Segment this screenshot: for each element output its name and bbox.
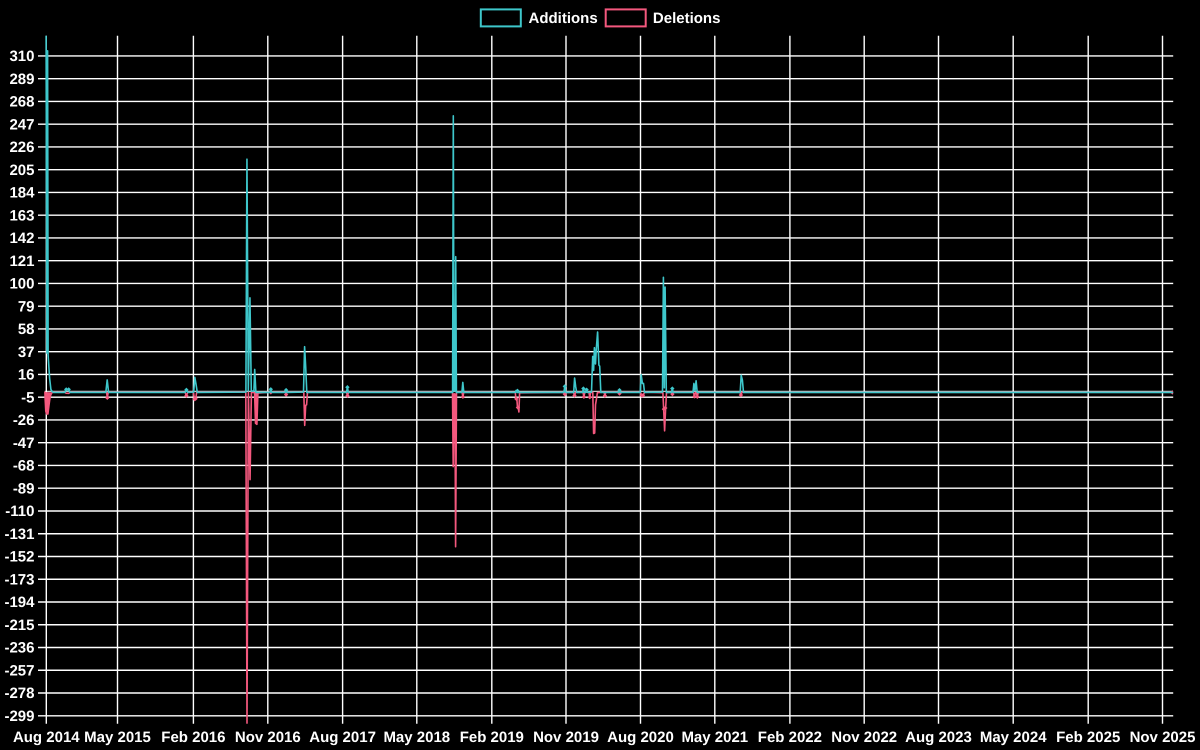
svg-text:58: 58	[18, 321, 35, 338]
svg-text:Feb 2019: Feb 2019	[460, 729, 524, 746]
svg-text:May 2024: May 2024	[980, 729, 1047, 746]
svg-text:100: 100	[9, 276, 34, 293]
svg-text:-68: -68	[13, 458, 35, 475]
svg-text:Aug 2017: Aug 2017	[309, 729, 376, 746]
svg-text:247: 247	[9, 116, 34, 133]
svg-text:79: 79	[18, 298, 35, 315]
svg-text:Nov 2022: Nov 2022	[831, 729, 897, 746]
svg-text:205: 205	[9, 162, 34, 179]
svg-text:Nov 2019: Nov 2019	[533, 729, 599, 746]
svg-text:184: 184	[9, 185, 35, 202]
svg-text:Feb 2022: Feb 2022	[758, 729, 822, 746]
svg-text:-26: -26	[13, 412, 35, 429]
svg-text:310: 310	[9, 48, 34, 65]
svg-text:268: 268	[9, 94, 34, 111]
svg-text:-299: -299	[4, 708, 34, 725]
svg-text:Nov 2025: Nov 2025	[1130, 729, 1196, 746]
svg-text:-278: -278	[4, 685, 34, 702]
svg-text:-236: -236	[4, 640, 34, 657]
svg-text:Aug 2020: Aug 2020	[607, 729, 674, 746]
svg-text:Feb 2016: Feb 2016	[161, 729, 225, 746]
svg-text:Nov 2016: Nov 2016	[235, 729, 301, 746]
svg-text:Feb 2025: Feb 2025	[1056, 729, 1120, 746]
svg-text:May 2018: May 2018	[383, 729, 450, 746]
svg-text:-131: -131	[4, 526, 34, 543]
svg-text:226: 226	[9, 139, 34, 156]
svg-text:37: 37	[18, 344, 35, 361]
svg-text:Aug 2014: Aug 2014	[13, 729, 80, 746]
svg-text:-89: -89	[13, 480, 35, 497]
svg-text:Aug 2023: Aug 2023	[905, 729, 972, 746]
svg-text:-215: -215	[4, 617, 34, 634]
svg-text:163: 163	[9, 207, 34, 224]
svg-text:-152: -152	[4, 549, 34, 566]
svg-text:-110: -110	[5, 503, 34, 520]
svg-text:121: 121	[9, 253, 34, 270]
svg-text:May 2021: May 2021	[681, 729, 748, 746]
svg-text:-5: -5	[21, 389, 34, 406]
svg-text:May 2015: May 2015	[84, 729, 151, 746]
svg-text:-173: -173	[4, 571, 34, 588]
svg-text:289: 289	[9, 71, 34, 88]
svg-text:Deletions: Deletions	[653, 10, 721, 27]
svg-text:Additions: Additions	[529, 10, 598, 27]
svg-text:-47: -47	[13, 435, 35, 452]
svg-text:142: 142	[9, 230, 34, 247]
svg-text:-194: -194	[4, 594, 35, 611]
svg-text:-257: -257	[4, 662, 34, 679]
svg-text:16: 16	[18, 367, 35, 384]
